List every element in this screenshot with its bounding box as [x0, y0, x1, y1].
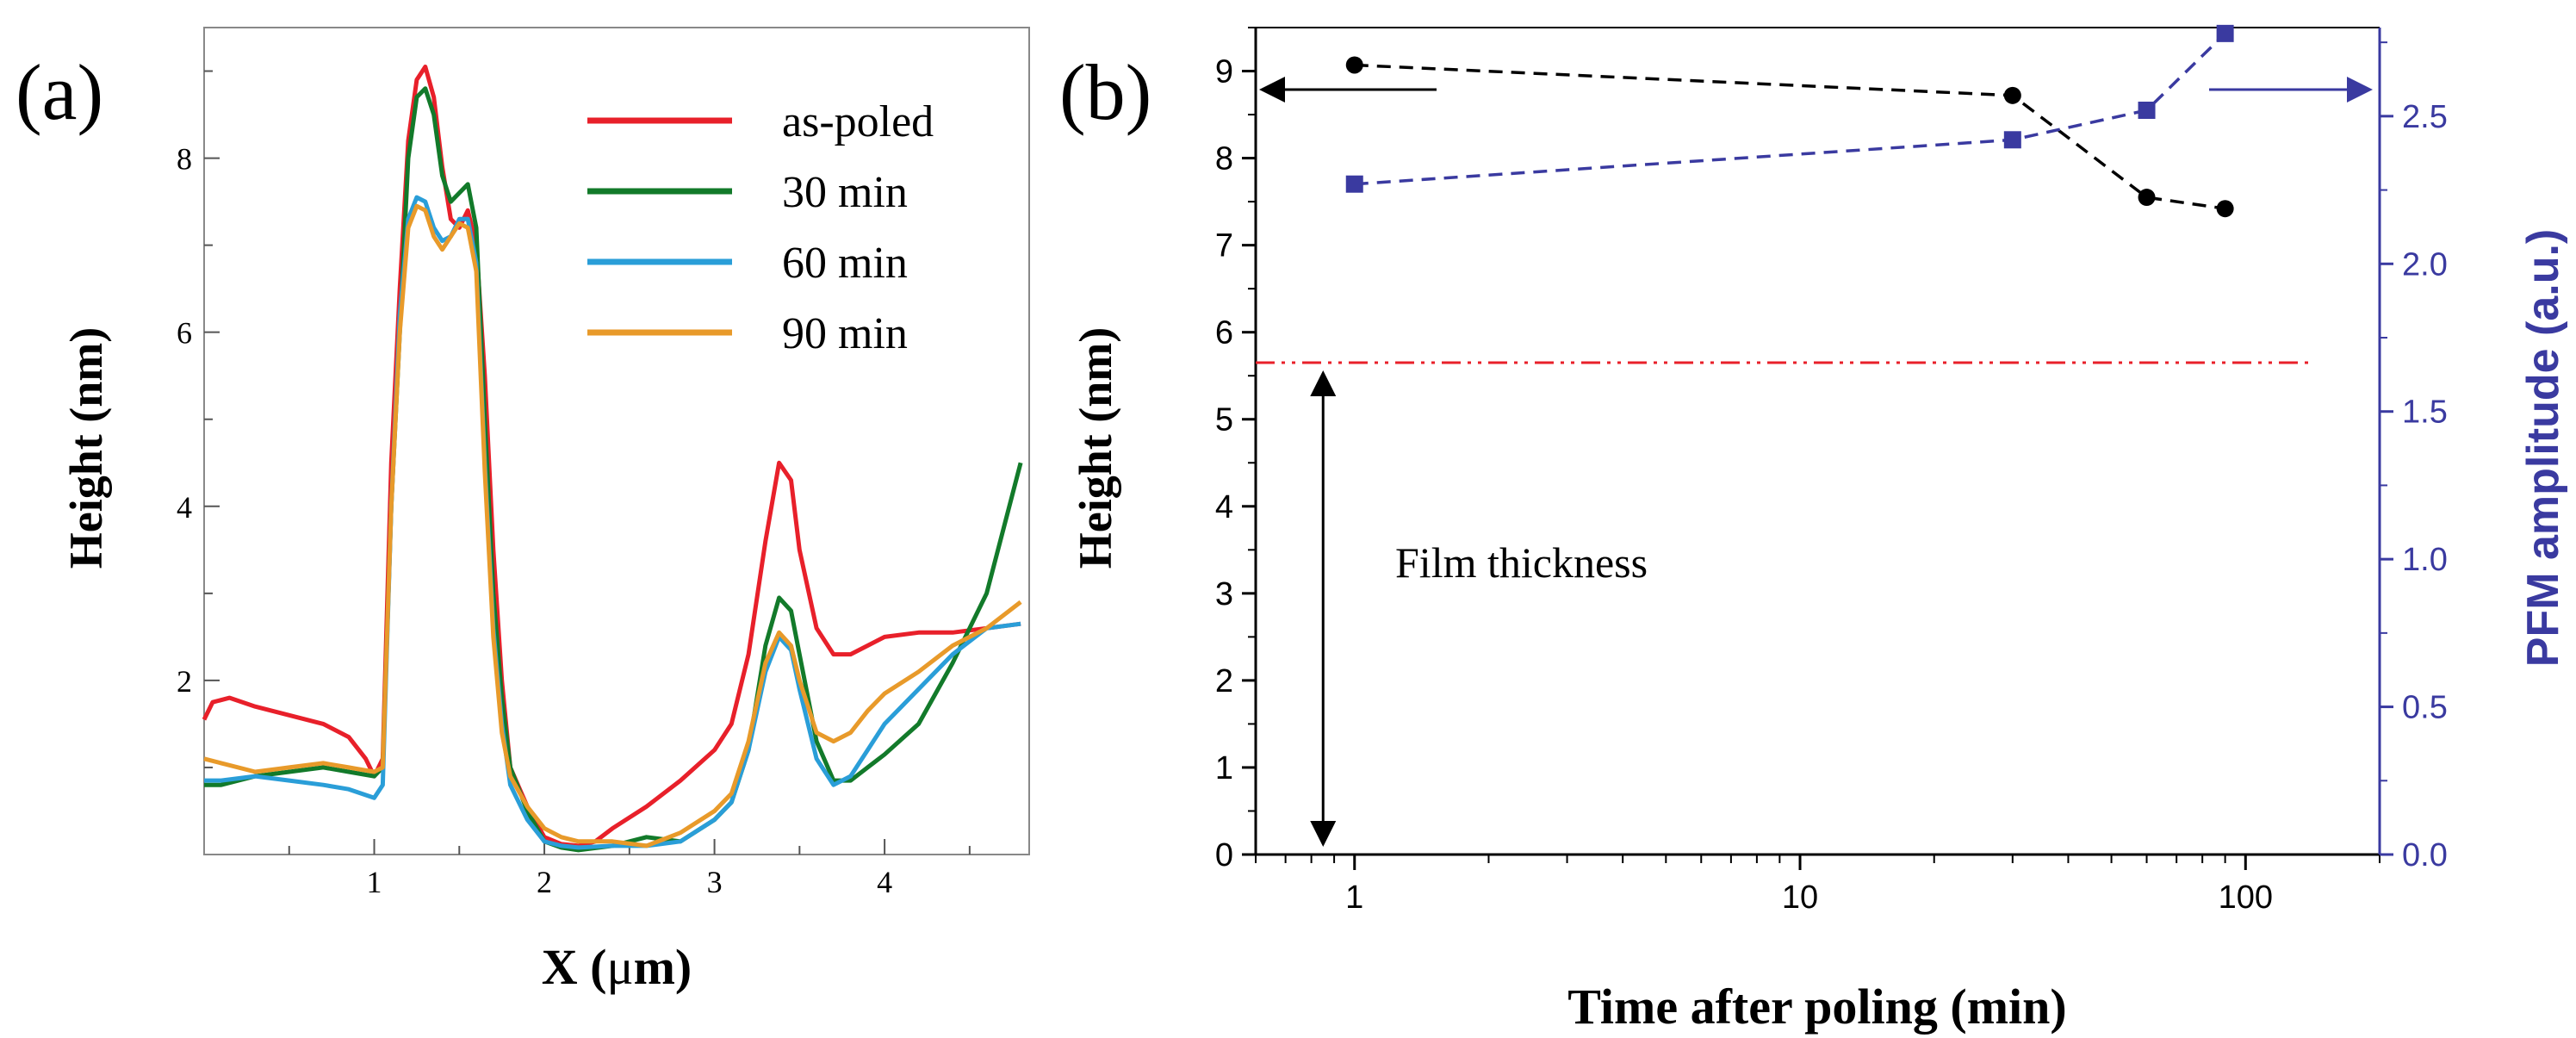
panel-b-reference: [1256, 361, 2311, 847]
panel-b-right-axis-label: PFM amplitude (a.u.): [2518, 229, 2568, 667]
panel-b-right-tick-label: 0.5: [2402, 690, 2448, 726]
panel-b-left-axis-label: Height (nm): [1070, 327, 1121, 569]
panel-b-series: [1345, 24, 2234, 218]
height-data-point: [1345, 56, 1363, 74]
panel-b-left-tick-label: 9: [1215, 54, 1233, 90]
panel-b-left-tick-label: 6: [1215, 315, 1233, 351]
series-line-3: [203, 203, 1022, 848]
panel-a-y-tick-label: 2: [177, 664, 192, 699]
height-data-point: [2138, 189, 2156, 207]
panel-a-legend: as-poled 30 min 60 min 90 min: [587, 97, 934, 358]
panel-b-x-tick-label: 100: [2219, 880, 2273, 916]
panel-a-series: [202, 65, 1023, 853]
pfm-data-point: [2138, 102, 2156, 119]
panel-b-left-tick-label: 1: [1215, 750, 1233, 786]
panel-b: (b) 1 10 100 0 1 2 3 4 5 6 7 8 9 0.0 0.5 1.0 1.5 2.0 2.5 F…: [1059, 24, 2568, 1035]
pfm-data-point: [2003, 131, 2021, 149]
panel-a-x-tick-label: 3: [707, 865, 723, 899]
pfm-data-point: [1345, 175, 1363, 193]
panel-b-left-tick-label: 8: [1215, 141, 1233, 177]
panel-a-y-tick-label: 6: [177, 316, 192, 351]
series-line-pfm-amplitude: [1354, 32, 2226, 186]
panel-a-y-tick-label: 4: [177, 490, 192, 525]
panel-a-label: (a): [16, 48, 103, 136]
panel-b-x-axis-label: Time after poling (min): [1567, 979, 2066, 1035]
legend-label-3: 90 min: [782, 309, 908, 358]
panel-b-left-tick-label: 3: [1215, 576, 1233, 612]
panel-a-ticks: 1 2 3 4 2 4 6 8: [177, 70, 971, 899]
panel-b-left-tick-label: 2: [1215, 663, 1233, 699]
panel-a-y-tick-label: 8: [177, 142, 192, 177]
panel-b-left-tick-label: 5: [1215, 402, 1233, 438]
panel-b-ticks: 1 10 100 0 1 2 3 4 5 6 7 8 9 0.0 0.5 1.0 1.5 2.0 2.5: [1215, 27, 2448, 916]
height-data-point: [2216, 200, 2234, 218]
panel-b-right-tick-label: 1.0: [2402, 542, 2448, 578]
legend-label-0: as-poled: [782, 97, 934, 146]
height-data-point: [2003, 86, 2021, 104]
panel-b-right-tick-label: 2.0: [2402, 246, 2448, 283]
panel-b-label: (b): [1059, 48, 1151, 136]
legend-label-1: 30 min: [782, 168, 908, 217]
legend-label-2: 60 min: [782, 239, 908, 288]
panel-a-frame: [203, 27, 1030, 855]
series-line-2: [204, 195, 1021, 850]
panel-a-y-axis-label: Height (nm): [60, 327, 112, 569]
panel-b-left-tick-label: 4: [1215, 489, 1233, 525]
panel-b-left-tick-label: 0: [1215, 837, 1233, 873]
panel-a-x-axis-label: X (μm): [542, 939, 692, 995]
panel-a-x-tick-label: 2: [537, 865, 552, 899]
panel-b-left-tick-label: 7: [1215, 228, 1233, 264]
film-thickness-annotation: Film thickness: [1395, 538, 1648, 587]
pfm-data-point: [2216, 24, 2234, 42]
panel-b-x-tick-label: 10: [1782, 880, 1818, 916]
panel-b-x-tick-label: 1: [1345, 880, 1363, 916]
series-line-height: [1354, 63, 2225, 210]
panel-a-x-tick-label: 1: [367, 865, 382, 899]
panel-b-right-tick-label: 1.5: [2402, 395, 2448, 431]
panel-b-right-tick-label: 2.5: [2402, 99, 2448, 135]
panel-a-x-tick-label: 4: [877, 865, 892, 899]
panel-a: (a) 1 2 3 4 2 4 6 8 Height (nm) X (μm) as-poled…: [16, 27, 1030, 995]
panel-b-right-tick-label: 0.0: [2402, 837, 2448, 873]
